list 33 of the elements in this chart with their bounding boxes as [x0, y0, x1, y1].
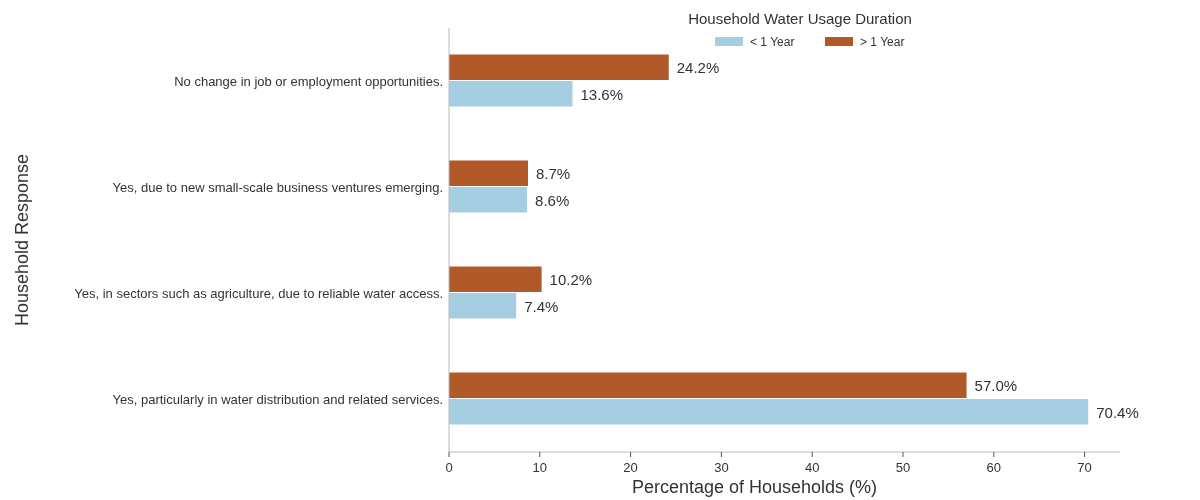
bar — [449, 372, 967, 398]
bar — [449, 399, 1089, 425]
data-label: 13.6% — [580, 85, 624, 103]
x-tick-label: 30 — [714, 460, 729, 475]
bar — [449, 81, 573, 107]
y-tick-label: No change in job or employment opportunities. — [174, 73, 443, 89]
data-label: 24.2% — [676, 59, 720, 77]
bar — [449, 54, 669, 80]
x-axis-title: Percentage of Households (%) — [631, 477, 878, 497]
data-label: 57.0% — [974, 377, 1018, 395]
y-tick-label: Yes, due to new small-scale business ventures emerging. — [112, 179, 443, 195]
legend-label: < 1 Year — [750, 35, 795, 49]
legend-label: > 1 Year — [860, 35, 905, 49]
x-tick-label: 70 — [1077, 460, 1092, 475]
y-tick-label: Yes, in sectors such as agriculture, due to reliable water access. — [74, 285, 443, 301]
data-label: 8.7% — [535, 165, 571, 183]
bar — [449, 266, 542, 292]
y-axis-title: Household Response — [12, 153, 32, 327]
x-tick-label: 0 — [445, 460, 453, 475]
bar — [449, 293, 517, 319]
x-tick-label: 50 — [895, 460, 911, 475]
bar — [449, 160, 528, 186]
x-tick-label: 40 — [804, 460, 820, 475]
data-label: 7.4% — [524, 297, 559, 315]
legend-title: Household Water Usage Duration — [688, 10, 912, 27]
x-tick-label: 60 — [986, 460, 1002, 475]
data-label: 70.4% — [1096, 403, 1139, 421]
data-label: 8.6% — [535, 191, 570, 209]
y-tick-label: Yes, particularly in water distribution and related services. — [112, 391, 443, 407]
x-tick-label: 10 — [532, 460, 548, 475]
x-tick-label: 20 — [623, 460, 638, 475]
bar — [449, 187, 528, 213]
data-label: 10.2% — [549, 271, 593, 289]
